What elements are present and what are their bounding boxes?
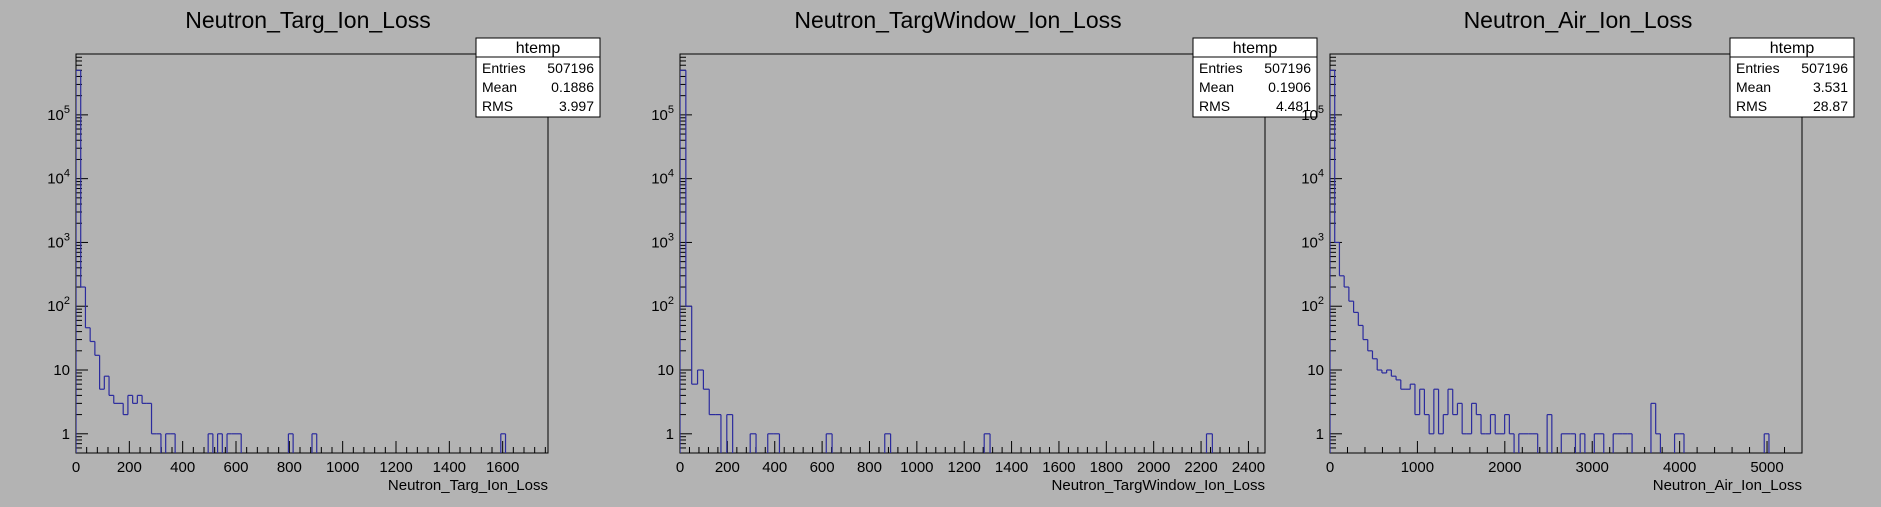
stats-label: RMS [1199,98,1230,114]
x-tick-label: 2200 [1184,459,1217,476]
stats-title: htemp [1770,40,1815,57]
stats-label: Mean [482,79,517,95]
x-tick-label: 5000 [1750,459,1783,476]
y-tick-label: 103 [651,231,674,251]
x-tick-label: 800 [277,459,302,476]
stats-label: Entries [1199,60,1243,76]
x-tick-label: 1600 [1042,459,1075,476]
stats-value: 507196 [547,60,594,76]
stats-label: RMS [482,98,513,114]
x-tick-label: 2000 [1137,459,1170,476]
stats-value: 3.997 [559,98,594,114]
stats-box: htemp Entries 507196 Mean 0.1886 RMS 3.997 [475,37,601,118]
x-tick-label: 1800 [1090,459,1123,476]
x-tick-label: 1200 [379,459,412,476]
x-tick-label: 1000 [326,459,359,476]
y-tick-label: 104 [1301,168,1324,188]
y-tick-label: 105 [1301,104,1324,124]
y-tick-label: 105 [651,104,674,124]
plot-frame [679,53,1266,454]
x-axis-label: Neutron_Targ_Ion_Loss [388,477,548,494]
x-tick-label: 2400 [1232,459,1265,476]
stats-label: RMS [1736,98,1767,114]
stats-box: htemp Entries 507196 Mean 3.531 RMS 28.87 [1729,37,1855,118]
stats-title: htemp [1233,40,1278,57]
x-tick-label: 1600 [486,459,519,476]
x-tick-label: 4000 [1663,459,1696,476]
y-tick-label: 10 [657,362,674,379]
y-tick-label: 104 [47,168,70,188]
x-tick-label: 0 [1326,459,1334,476]
stats-label: Entries [1736,60,1780,76]
stats-title: htemp [516,40,561,57]
y-tick-label: 10 [1307,362,1324,379]
stats-value: 4.481 [1276,98,1311,114]
y-tick-label: 104 [651,168,674,188]
x-axis-label: Neutron_TargWindow_Ion_Loss [1052,477,1265,494]
histogram-panel-2: Neutron_TargWindow_Ion_Loss 1 10 102 103 104 1… [651,7,1318,494]
x-tick-label: 200 [715,459,740,476]
histogram-panel-1: Neutron_Targ_Ion_Loss 1 10 102 103 104 105 0 200… [47,7,601,494]
stats-box: htemp Entries 507196 Mean 0.1906 RMS 4.481 [1192,37,1318,118]
stats-value: 28.87 [1813,98,1848,114]
y-tick-label: 10 [53,362,70,379]
stats-label: Mean [1199,79,1234,95]
stats-box-frame [475,37,601,118]
y-tick-label: 1 [666,426,674,443]
x-tick-label: 1400 [995,459,1028,476]
y-tick-label: 1 [62,426,70,443]
x-tick-label: 600 [223,459,248,476]
chart-title: Neutron_TargWindow_Ion_Loss [794,7,1121,33]
histogram-panel-3: Neutron_Air_Ion_Loss 1 10 102 103 104 105 0 1000… [1301,7,1855,494]
x-tick-label: 3000 [1576,459,1609,476]
chart-title: Neutron_Targ_Ion_Loss [185,7,431,33]
x-tick-label: 400 [762,459,787,476]
histogram-bars [76,69,507,453]
chart-title: Neutron_Air_Ion_Loss [1464,7,1693,33]
x-tick-label: 200 [117,459,142,476]
x-tick-label: 1000 [1401,459,1434,476]
x-tick-label: 600 [810,459,835,476]
stats-box-frame [1192,37,1318,118]
x-tick-label: 1000 [900,459,933,476]
histogram-bars [680,69,1213,453]
x-tick-label: 1400 [433,459,466,476]
stats-box-frame [1729,37,1855,118]
y-tick-label: 102 [1301,295,1324,315]
y-tick-label: 103 [47,231,70,251]
x-tick-label: 0 [72,459,80,476]
histogram-bars [1330,69,1770,453]
x-tick-label: 0 [676,459,684,476]
x-tick-label: 1200 [948,459,981,476]
stats-label: Entries [482,60,526,76]
stats-value: 507196 [1801,60,1848,76]
x-axis-label: Neutron_Air_Ion_Loss [1653,477,1802,494]
y-tick-label: 105 [47,104,70,124]
y-tick-label: 1 [1316,426,1324,443]
x-tick-label: 2000 [1488,459,1521,476]
y-tick-label: 103 [1301,231,1324,251]
stats-value: 0.1906 [1268,79,1311,95]
stats-value: 3.531 [1813,79,1848,95]
y-tick-label: 102 [47,295,70,315]
y-tick-label: 102 [651,295,674,315]
x-tick-label: 800 [857,459,882,476]
stats-value: 507196 [1264,60,1311,76]
stats-label: Mean [1736,79,1771,95]
x-tick-label: 400 [170,459,195,476]
stats-value: 0.1886 [551,79,594,95]
